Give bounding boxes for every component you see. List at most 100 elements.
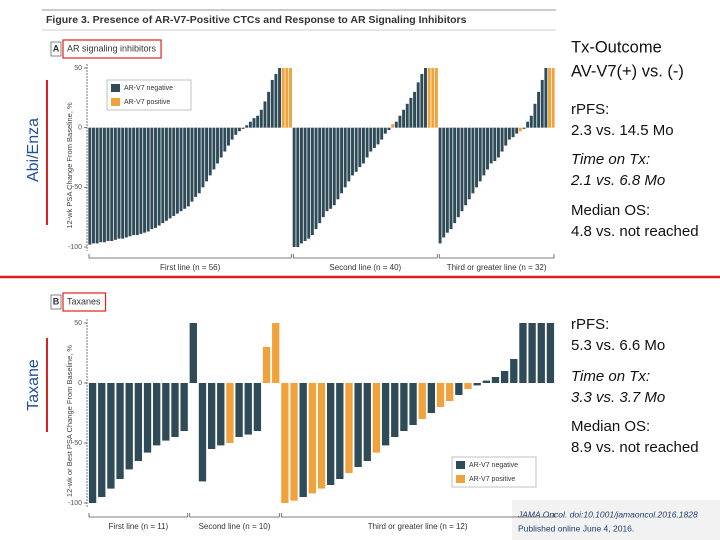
- group-bracket: [189, 513, 280, 518]
- bar: [515, 127, 519, 134]
- legend-label: AR-V7 positive: [124, 99, 170, 106]
- bar: [299, 383, 307, 497]
- bar: [336, 383, 344, 479]
- bar: [207, 383, 216, 449]
- bar: [446, 383, 454, 401]
- legend-box: [451, 456, 537, 488]
- bar: [351, 127, 354, 176]
- bar: [391, 124, 395, 128]
- bar: [372, 127, 376, 148]
- bar: [201, 127, 205, 188]
- bar: [157, 127, 161, 226]
- summary-label: Median OS:: [571, 418, 650, 435]
- bar: [491, 377, 500, 383]
- bar: [354, 383, 362, 467]
- bar: [189, 323, 197, 383]
- bar: [234, 127, 238, 135]
- bar: [546, 323, 555, 383]
- bar: [164, 127, 168, 221]
- bar: [340, 127, 344, 194]
- y-tick-label: 50: [74, 320, 82, 327]
- summary-value: 3.3 vs. 3.7 Mo: [571, 389, 665, 406]
- y-axis-label: 12-wk or Best PSA Change From Baseline, …: [65, 345, 74, 497]
- bar: [369, 127, 373, 152]
- bar: [161, 127, 165, 224]
- y-tick-label: -50: [72, 184, 82, 191]
- bar: [427, 68, 431, 128]
- bar: [310, 127, 314, 236]
- bar: [117, 127, 121, 239]
- bar: [436, 383, 445, 407]
- bar: [270, 79, 274, 128]
- y-tick-label: -50: [72, 440, 82, 447]
- bar: [292, 127, 296, 247]
- bar: [139, 127, 143, 234]
- bar: [252, 118, 256, 128]
- bar: [92, 127, 95, 244]
- bar: [347, 127, 351, 182]
- bar: [314, 127, 318, 230]
- bar: [464, 127, 468, 206]
- bar: [345, 383, 353, 473]
- bar: [190, 127, 194, 202]
- group-bracket: [292, 254, 438, 259]
- bar: [107, 383, 115, 489]
- summary-label: Time on Tx:: [571, 151, 650, 168]
- bar: [99, 127, 103, 243]
- bar: [197, 127, 201, 194]
- bar: [398, 115, 402, 128]
- citation: Published online June 4, 2016.: [518, 523, 634, 533]
- group-label: First line (n = 56): [160, 263, 221, 272]
- bar: [267, 91, 271, 128]
- bar: [172, 127, 176, 216]
- bar: [544, 68, 548, 128]
- summary-value: 2.3 vs. 14.5 Mo: [571, 122, 674, 139]
- bar: [219, 127, 223, 158]
- bar: [482, 380, 490, 383]
- bar: [416, 82, 420, 128]
- bar: [143, 383, 152, 453]
- legend-swatch: [111, 84, 120, 92]
- bar: [381, 383, 390, 446]
- group-bracket: [88, 513, 189, 518]
- bar: [325, 127, 329, 212]
- bar: [343, 127, 347, 188]
- y-axis-label: 12-wk PSA Change From Baseline, %: [65, 102, 74, 229]
- bar: [290, 383, 298, 501]
- group-bracket: [88, 254, 292, 259]
- bar: [98, 383, 106, 497]
- bar: [528, 323, 536, 383]
- bar: [518, 127, 522, 132]
- bar: [198, 383, 207, 482]
- bar: [321, 127, 325, 218]
- bar: [253, 383, 262, 431]
- bar: [363, 383, 371, 461]
- bar: [540, 79, 544, 128]
- panel-subtitle: Taxanes: [67, 296, 101, 306]
- bar: [424, 68, 427, 128]
- bar: [455, 383, 463, 395]
- bar: [551, 68, 555, 128]
- summary-value: 5.3 vs. 6.6 Mo: [571, 337, 665, 354]
- bar: [223, 127, 227, 152]
- bar: [372, 383, 381, 453]
- bar: [409, 97, 413, 128]
- bar: [464, 383, 472, 389]
- group-label: First line (n = 11): [109, 522, 169, 531]
- bar: [329, 127, 333, 209]
- summary-title: AV-V7(+) vs. (-): [571, 62, 684, 80]
- panel-letter: B: [53, 296, 60, 306]
- legend-label: AR-V7 negative: [124, 85, 173, 92]
- legend-swatch: [111, 98, 120, 106]
- bar: [303, 127, 307, 242]
- group-bracket: [438, 254, 555, 259]
- bar: [413, 91, 416, 128]
- citation-box: [512, 500, 720, 540]
- bar: [500, 127, 504, 152]
- summary-label: Median OS:: [571, 202, 650, 219]
- bar: [212, 127, 216, 170]
- bar: [380, 127, 384, 140]
- bar: [326, 383, 335, 485]
